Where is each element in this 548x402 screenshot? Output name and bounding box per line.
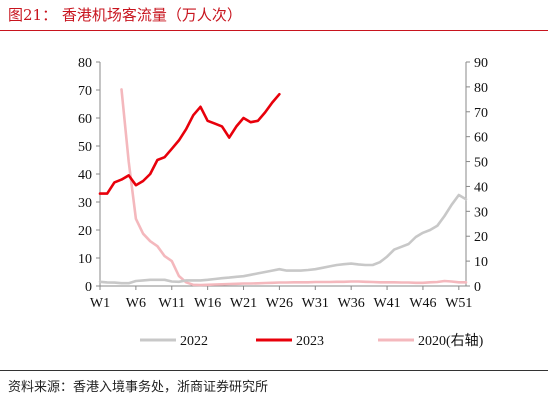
series-line-2020 [120,88,468,287]
y-left-tick-label: 40 [78,168,92,183]
y-right-tick-label: 10 [474,255,488,270]
series-layer [98,88,468,287]
x-tick-label: W21 [230,296,257,311]
y-right-tick-label: 40 [474,180,488,195]
y-right-tick-label: 90 [474,56,488,71]
figure-title: 图21： 香港机场客流量（万人次） [8,6,242,24]
y-right-tick-label: 20 [474,230,488,245]
y-right-tick-label: 60 [474,131,488,146]
x-tick-label: W51 [445,296,472,311]
source-rule [0,370,548,371]
legend-label: 2023 [296,334,324,349]
y-right-tick-label: 80 [474,81,488,96]
x-tick-label: W6 [126,296,146,311]
y-left-tick-label: 0 [85,280,92,295]
legend-label: 2020(右轴) [418,333,484,349]
y-left-tick-label: 30 [78,196,92,211]
y-left-tick-label: 80 [78,56,92,71]
x-tick-label: W41 [373,296,400,311]
y-left-tick-label: 60 [78,112,92,127]
y-right-tick-label: 50 [474,156,488,171]
x-tick-label: W1 [90,296,110,311]
y-left-tick-label: 20 [78,224,92,239]
line-chart: 0 10 20 30 40 50 60 70 80 0 10 20 30 40 50 60 70 80 90 W1 W6… [78,56,488,349]
legend-label: 2022 [180,334,208,349]
y-right-tick-label: 30 [474,205,488,220]
y-right-tick-label: 0 [474,280,481,295]
x-tick-label: W26 [266,296,293,311]
title-rule [0,30,548,31]
x-tick-label: W31 [302,296,329,311]
chart-legend: 2022 2023 2020(右轴) [140,333,484,349]
y-left-tick-label: 50 [78,140,92,155]
x-tick-label: W36 [338,296,365,311]
y-left-tick-label: 10 [78,252,92,267]
y-left-tick-label: 70 [78,84,92,99]
source-note: 资料来源：香港入境事务处，浙商证券研究所 [8,380,269,395]
series-line-2022 [98,193,468,285]
x-tick-label: W16 [194,296,221,311]
series-line-2023 [98,92,281,195]
x-tick-label: W46 [409,296,436,311]
x-tick-label: W11 [158,296,185,311]
y-right-tick-label: 70 [474,106,488,121]
chart-axes: 0 10 20 30 40 50 60 70 80 0 10 20 30 40 50 60 70 80 90 W1 W6… [78,56,488,311]
